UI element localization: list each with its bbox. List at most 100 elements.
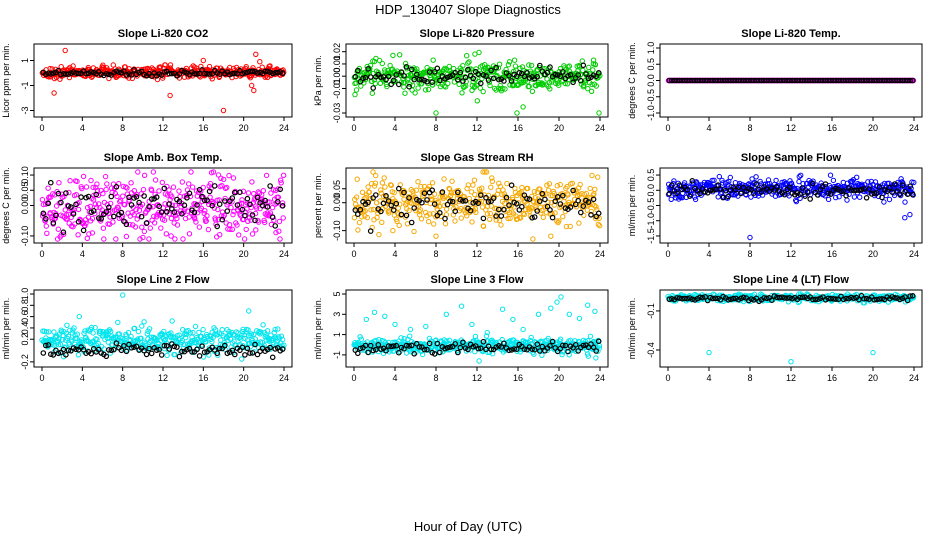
data-point <box>146 326 153 332</box>
hourly-point <box>424 197 430 203</box>
hourly-point <box>774 183 780 190</box>
outlier-point <box>363 316 369 323</box>
hourly-point <box>676 295 683 301</box>
data-point <box>358 336 364 342</box>
data-point <box>239 332 245 338</box>
data-point <box>134 216 140 222</box>
hourly-point <box>186 190 193 197</box>
hourly-point <box>807 196 814 202</box>
hourly-point <box>521 73 528 80</box>
hourly-point <box>853 77 860 84</box>
hourly-point <box>784 295 791 301</box>
hourly-point <box>219 216 226 223</box>
data-point <box>351 215 358 221</box>
outlier-point <box>407 326 414 333</box>
data-point <box>174 222 181 228</box>
hourly-point <box>126 194 132 201</box>
hourly-point <box>797 191 803 197</box>
hourly-point <box>904 191 911 198</box>
data-point <box>531 189 538 195</box>
hourly-point <box>552 71 559 78</box>
y-axis-label: ml/min per min. <box>627 298 637 360</box>
data-point <box>174 215 180 222</box>
hourly-point <box>98 71 105 78</box>
hourly-point <box>403 342 410 349</box>
data-point <box>86 231 92 237</box>
data-point <box>89 339 96 345</box>
hourly-point <box>889 189 896 195</box>
hourly-point <box>216 345 223 352</box>
hourly-point <box>239 206 246 213</box>
hourly-point <box>873 77 880 84</box>
hourly-point <box>50 220 57 226</box>
hourly-point <box>383 347 389 354</box>
data-point <box>271 329 277 336</box>
hourly-point <box>891 294 898 301</box>
data-point <box>240 188 247 195</box>
data-point <box>192 323 199 330</box>
hourly-point <box>720 77 726 84</box>
hourly-point <box>554 194 561 200</box>
data-point <box>531 199 537 205</box>
hourly-point <box>477 345 484 352</box>
data-point <box>52 342 58 349</box>
data-point <box>565 192 571 198</box>
hourly-point <box>385 198 392 204</box>
y-tick-label: 1.0 <box>646 42 656 55</box>
outlier-point <box>870 349 876 356</box>
data-point <box>418 183 424 190</box>
data-point <box>105 328 111 334</box>
data-point <box>464 53 470 59</box>
x-tick-label: 8 <box>120 373 125 383</box>
hourly-point <box>547 343 553 349</box>
panel-title: Slope Line 4 (LT) Flow <box>733 274 849 286</box>
data-point <box>141 172 148 179</box>
data-point <box>593 83 599 89</box>
hourly-point <box>593 348 600 354</box>
data-point <box>187 330 193 336</box>
hourly-point <box>103 209 110 215</box>
hourly-point <box>501 206 507 213</box>
hourly-point <box>90 208 97 214</box>
hourly-point <box>460 339 466 346</box>
hourly-point <box>856 77 862 84</box>
data-point <box>546 80 552 86</box>
hourly-point <box>531 214 538 220</box>
hourly-point <box>460 198 466 204</box>
data-point <box>103 186 109 193</box>
data-point <box>271 217 277 224</box>
hourly-point <box>891 181 898 187</box>
hourly-point <box>50 352 57 358</box>
hourly-point <box>462 74 469 81</box>
outlier-point <box>472 51 478 57</box>
outlier-point <box>200 57 207 64</box>
data-point <box>680 190 686 196</box>
hourly-point <box>380 200 387 207</box>
hourly-point <box>247 201 253 208</box>
hourly-point <box>133 194 140 200</box>
hourly-point <box>365 349 371 356</box>
hourly-point <box>559 192 566 199</box>
hourly-point <box>508 78 515 84</box>
data-point <box>411 228 417 235</box>
data-point <box>166 187 172 193</box>
data-point <box>379 60 385 67</box>
hourly-point <box>549 214 556 221</box>
hourly-point <box>815 296 821 303</box>
data-point <box>248 204 254 211</box>
data-point <box>181 341 187 348</box>
x-tick-label: 8 <box>120 249 125 259</box>
data-point <box>595 221 602 228</box>
hourly-point <box>702 294 709 300</box>
data-point <box>473 66 479 72</box>
data-point <box>369 90 375 96</box>
data-point <box>504 180 510 187</box>
hourly-point <box>593 73 600 80</box>
hourly-point <box>802 77 808 84</box>
hourly-point <box>863 77 870 84</box>
hourly-point <box>503 194 510 201</box>
x-tick-label: 4 <box>392 249 397 259</box>
data-point <box>132 224 139 230</box>
y-axis-label: degrees C per min. <box>1 167 11 244</box>
hourly-point <box>201 197 208 204</box>
